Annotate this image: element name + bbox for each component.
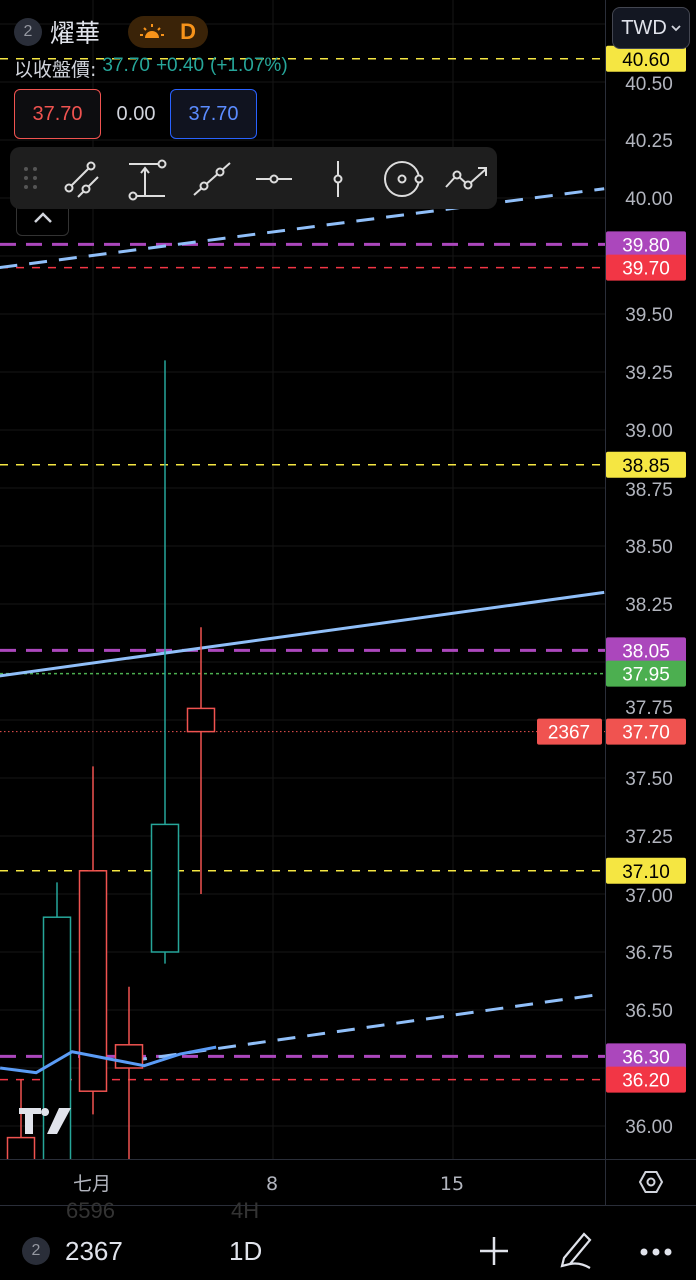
settings-hexagon (638, 1171, 664, 1193)
path-icon[interactable] (444, 157, 488, 201)
vertical-line-icon[interactable] (316, 157, 360, 201)
level-price-tag (606, 45, 686, 72)
level-price-label: 37.95 (622, 665, 670, 686)
chevron-up-icon (34, 212, 52, 223)
price-tick-label: 40.00 (625, 189, 673, 210)
level-price-tag (606, 660, 686, 687)
trend-line (0, 187, 605, 270)
trend-line (0, 590, 605, 678)
close-value: 37.70 (102, 55, 150, 76)
price-tick-label: 37.75 (625, 698, 673, 719)
drawing-toolbar (10, 147, 497, 209)
level-price-label: 38.05 (622, 641, 670, 662)
price-tick-label: 37.50 (625, 769, 673, 790)
buy-price-button[interactable]: 37.70 (170, 89, 257, 139)
price-tick-label: 39.25 (625, 363, 673, 384)
chevron-down-icon (671, 25, 681, 32)
horizontal-line-icon[interactable] (252, 157, 296, 201)
currency-selector[interactable]: TWD (612, 7, 690, 49)
level-price-label: 39.80 (622, 235, 670, 256)
currency-label: TWD (621, 16, 667, 39)
level-price-label: 40.60 (622, 50, 670, 71)
level-price-tag (606, 1043, 686, 1070)
change-value: +0.40 (155, 55, 205, 76)
settings-center (646, 1177, 656, 1187)
pen-icon[interactable] (556, 1228, 596, 1270)
last-price-tag (606, 718, 686, 745)
price-tick-label: 39.50 (625, 305, 673, 326)
layout-badge-bottom[interactable]: 2 (22, 1237, 50, 1265)
close-price-info: 以收盤價: 37.70 +0.40 (+1.07%) (14, 55, 288, 82)
price-range-icon[interactable] (125, 157, 169, 201)
collapse-toolbar-button[interactable] (16, 205, 69, 236)
price-chart[interactable]: 40.50 40.25 40.00 39.50 39.25 39.00 38.75 38.50… (0, 0, 696, 1205)
price-tick-label: 38.75 (625, 480, 673, 501)
level-price-label: 36.20 (622, 1071, 670, 1092)
sell-price-button[interactable]: 37.70 (14, 89, 101, 139)
symbol-header[interactable]: 2 燿華 D (14, 14, 209, 50)
interval-selector[interactable]: 1D (229, 1236, 263, 1266)
moving-average-line (0, 1045, 217, 1075)
change-percent: (+1.07%) (210, 55, 288, 76)
drag-handle-icon[interactable] (22, 165, 40, 191)
time-tick-label: 8 (266, 1173, 278, 1195)
plot-area (0, 0, 605, 1159)
more-icon[interactable] (638, 1246, 674, 1258)
symbol-tag-label: 2367 (548, 723, 590, 744)
candle-body (6, 1136, 36, 1159)
level-price-tag (606, 637, 686, 664)
tradingview-logo-mark (19, 1108, 71, 1134)
level-price-tag (606, 857, 686, 884)
sun-icon (140, 24, 165, 38)
bottom-bar: 6596 4H 2 2367 1D (0, 1198, 696, 1280)
last-price-label: 37.70 (622, 723, 670, 744)
spread-value: 0.00 (116, 102, 156, 125)
ghost-symbol: 6596 (66, 1198, 115, 1223)
price-tick-label: 38.50 (625, 537, 673, 558)
trend-channel-icon[interactable] (62, 157, 106, 201)
symbol-name: 燿華 (50, 19, 101, 48)
plus-icon[interactable] (478, 1235, 510, 1267)
time-tick-label: 七月 (73, 1173, 111, 1195)
level-price-tag (606, 231, 686, 258)
circle-icon[interactable] (380, 157, 424, 201)
level-price-tag (606, 451, 686, 478)
tradingview-logo (19, 1108, 71, 1134)
session-badge[interactable]: D (128, 16, 209, 48)
price-tick-label: 37.25 (625, 827, 673, 848)
settings-icon[interactable] (638, 1171, 664, 1193)
level-price-label: 38.85 (622, 456, 670, 477)
price-tick-label: 36.75 (625, 943, 673, 964)
price-tick-label: 40.25 (625, 131, 673, 152)
candle-body (150, 823, 180, 953)
symbol-selector[interactable]: 2367 (65, 1236, 123, 1266)
price-tick-label: 40.50 (625, 74, 673, 95)
time-tick-label: 15 (440, 1173, 464, 1195)
price-tick-label: 39.00 (625, 421, 673, 442)
ghost-interval: 4H (231, 1198, 260, 1223)
price-tick-label: 36.00 (625, 1117, 673, 1138)
trend-line-icon[interactable] (190, 157, 234, 201)
level-price-label: 37.10 (622, 862, 670, 883)
price-tick-label: 36.50 (625, 1001, 673, 1022)
layout-badge: 2 (14, 18, 42, 46)
level-price-tag (606, 1066, 686, 1093)
symbol-tag (537, 718, 602, 745)
interval-letter: D (180, 19, 196, 44)
price-tick-label: 37.00 (625, 886, 673, 907)
level-price-label: 36.30 (622, 1047, 670, 1068)
close-label: 以收盤價: (14, 59, 97, 81)
price-tick-label: 38.25 (625, 595, 673, 616)
level-price-label: 39.70 (622, 259, 670, 280)
trend-line (128, 992, 605, 1063)
candle-body (186, 707, 216, 733)
level-price-tag (606, 254, 686, 281)
